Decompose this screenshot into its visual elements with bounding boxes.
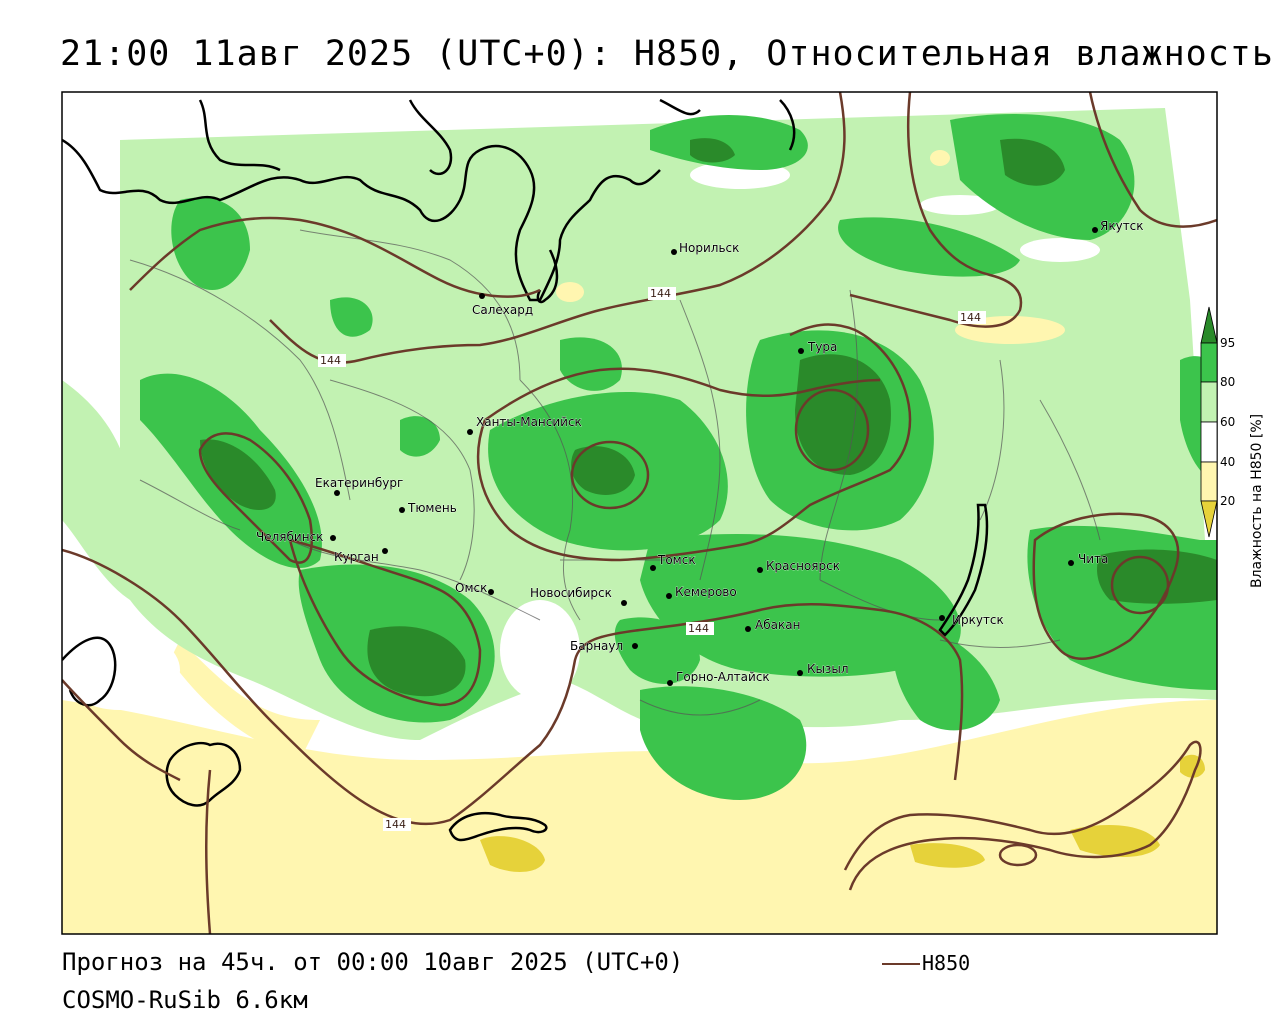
map-frame [61,91,1218,935]
svg-text:95: 95 [1220,336,1235,350]
city-tyumen: Тюмень [399,501,457,515]
humidity-field: 144 144 144 144 144 Салехард Норильск Як… [62,92,1217,934]
svg-text:40: 40 [1220,455,1235,469]
city-barnaul: Барнаул [570,639,638,653]
svg-text:Якутск: Якутск [1100,219,1144,233]
contour-legend-swatch [882,963,920,965]
city-yakutsk: Якутск [1092,219,1144,233]
coastline [62,98,989,842]
svg-text:Новосибирск: Новосибирск [530,586,612,600]
cities: Салехард Норильск Якутск Тура Ханты-Манс… [256,219,1144,686]
svg-text:Томск: Томск [657,553,696,567]
svg-text:Барнаул: Барнаул [570,639,623,653]
colorbar-bottom-arrow [1200,500,1218,538]
svg-text:Абакан: Абакан [755,618,800,632]
h850-contours [62,92,1217,934]
admin-borders [129,229,1101,716]
svg-text:Екатеринбург: Екатеринбург [315,476,403,490]
svg-text:Тура: Тура [807,340,837,354]
city-chelyabinsk: Челябинск [256,530,336,544]
svg-text:Красноярск: Красноярск [766,559,840,573]
city-krasnoyarsk: Красноярск [757,559,840,573]
city-kurgan: Курган [334,548,388,564]
city-abakan: Абакан [745,618,801,632]
city-ekaterinburg: Екатеринбург [315,476,404,496]
city-salekhard: Салехард [472,293,533,317]
svg-text:Тюмень: Тюмень [407,501,457,515]
city-omsk: Омск [455,581,494,595]
svg-text:Курган: Курган [334,550,379,564]
svg-text:144: 144 [960,311,981,324]
svg-text:Салехард: Салехард [472,303,533,317]
city-kyzyl: Кызыл [797,662,849,676]
svg-text:Омск: Омск [455,581,487,595]
city-tomsk: Томск [650,553,696,571]
svg-text:Кемерово: Кемерово [675,585,737,599]
city-tura: Тура [798,340,838,354]
svg-text:Ханты-Мансийск: Ханты-Мансийск [476,415,582,429]
city-khanty-mansiysk: Ханты-Мансийск [467,415,582,435]
city-chita: Чита [1068,552,1109,566]
map-title: 21:00 11авг 2025 (UTC+0): H850, Относите… [60,34,1274,74]
city-kemerovo: Кемерово [666,585,737,599]
contour-legend-label: H850 [922,951,971,975]
svg-text:80: 80 [1220,375,1235,389]
city-gorno-altaysk: Горно-Алтайск [667,670,770,686]
svg-text:Челябинск: Челябинск [256,530,323,544]
svg-text:Чита: Чита [1078,552,1108,566]
svg-text:Кызыл: Кызыл [807,662,849,676]
model-name: COSMO-RuSib 6.6км [62,986,308,1014]
svg-text:Горно-Алтайск: Горно-Алтайск [676,670,770,684]
humidity-below-20 [480,754,1205,872]
svg-text:144: 144 [320,354,341,367]
humidity-95-plus [200,138,1217,697]
city-norilsk: Норильск [671,241,740,255]
colorbar-title: Влажность на H850 [%] [1249,414,1265,588]
colorbar: 95 80 60 40 20 Влажность на H850 [%] [1200,306,1265,588]
forecast-info: Прогноз на 45ч. от 00:00 10авг 2025 (UTC… [62,948,684,976]
svg-text:144: 144 [385,818,406,831]
svg-text:144: 144 [688,622,709,635]
dry-zone-south [62,700,1217,934]
city-novosibirsk: Новосибирск [530,586,627,606]
svg-text:Норильск: Норильск [679,241,739,255]
svg-text:144: 144 [650,287,671,300]
city-irkutsk: Иркутск [939,613,1004,627]
svg-text:Иркутск: Иркутск [952,613,1004,627]
svg-text:20: 20 [1220,494,1235,508]
svg-text:60: 60 [1220,415,1235,429]
contour-labels: 144 144 144 144 144 [318,287,986,831]
